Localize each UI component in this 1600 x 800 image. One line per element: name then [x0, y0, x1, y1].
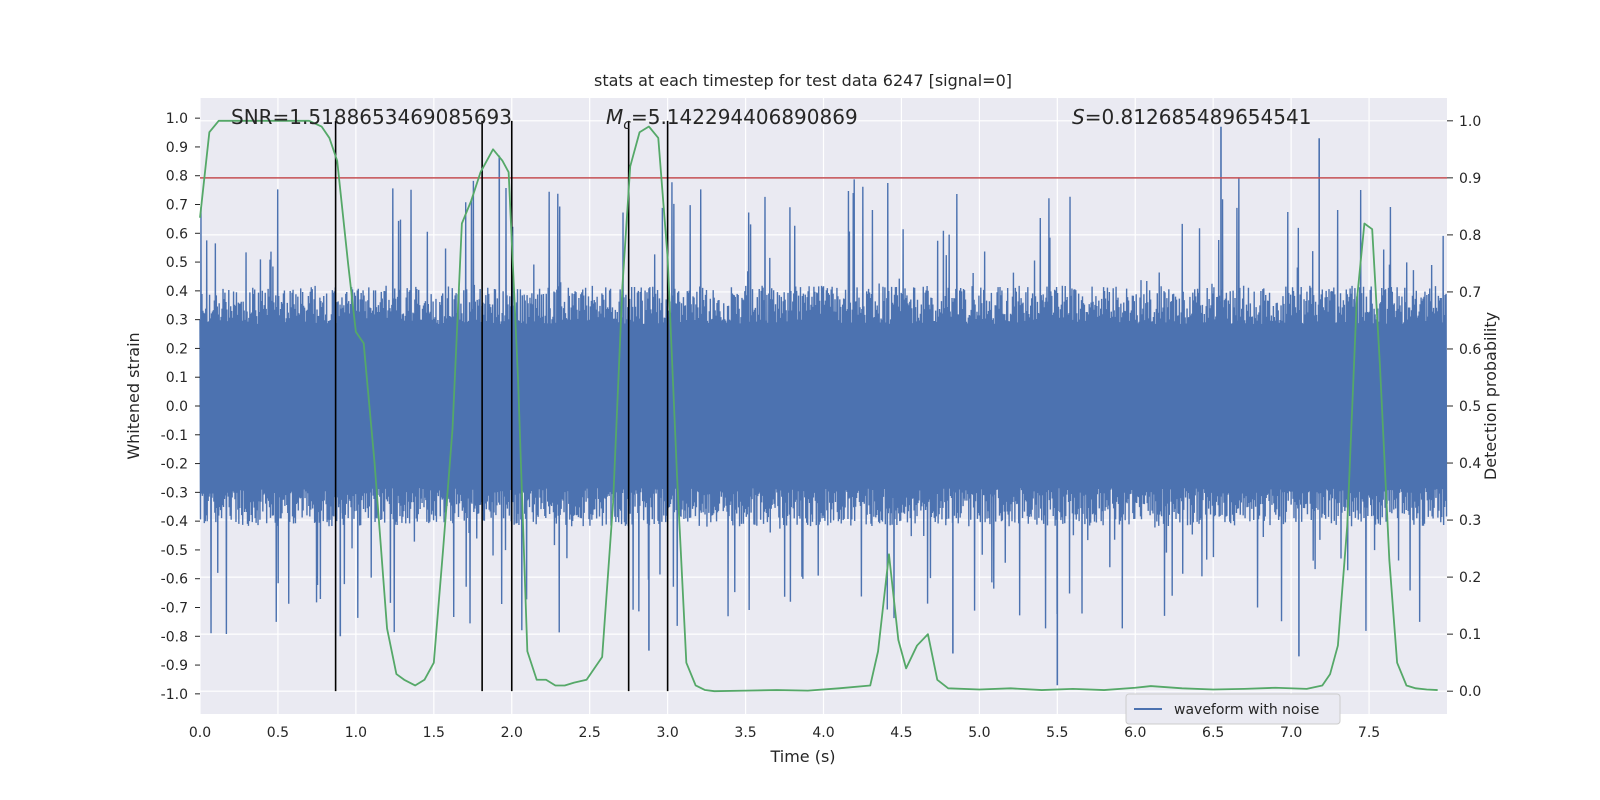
y-tick-label: -0.8	[161, 629, 188, 645]
x-tick-label: 6.0	[1124, 725, 1146, 741]
x-tick-label: 5.5	[1046, 725, 1068, 741]
y-tick-label: 0.5	[166, 255, 188, 271]
mc-subscript: c	[623, 117, 631, 133]
mc-value: =5.142294406890869	[631, 105, 858, 129]
y-tick-label: -0.7	[161, 600, 188, 616]
y2-tick-label: 0.3	[1459, 513, 1481, 529]
legend-box	[1125, 693, 1341, 725]
probability-series	[199, 119, 1438, 693]
y-tick-label: -0.9	[161, 658, 188, 674]
y2-tick-label: 0.9	[1459, 171, 1481, 187]
y-tick-label: 0.3	[166, 313, 188, 329]
waveform-line	[199, 177, 1448, 634]
y-tick-label: -0.2	[161, 457, 188, 473]
x-tick-label: 7.5	[1358, 725, 1380, 741]
legend-label: waveform with noise	[1174, 702, 1319, 718]
snr-annotation: SNR=1.5188653469085693	[231, 105, 512, 129]
chart-title: stats at each timestep for test data 624…	[594, 71, 1012, 90]
y-tick-label: 0.7	[166, 198, 188, 214]
y-axis-right: 1.0 0.9 0.8 0.7 0.6 0.5 0.4 0.3 0.2 0.1 0.0	[1447, 114, 1481, 700]
legend: waveform with noise	[1125, 693, 1341, 725]
y-axis-left: 1.0 0.9 0.8 0.7 0.6 0.5 0.4 0.3 0.2 0.1 0.0 -0.1 -0.…	[161, 111, 200, 703]
x-tick-label: 3.5	[734, 725, 756, 741]
y2-tick-label: 0.8	[1459, 228, 1481, 244]
y2-tick-label: 0.7	[1459, 285, 1481, 301]
y-tick-label: 0.1	[166, 370, 188, 386]
x-tick-label: 2.5	[579, 725, 601, 741]
y2-tick-label: 0.5	[1459, 399, 1481, 415]
y-tick-label: -0.1	[161, 428, 188, 444]
y-axis-label: Whitened strain	[124, 332, 143, 459]
x-tick-label: 2.0	[501, 725, 523, 741]
y2-tick-label: 0.1	[1459, 627, 1481, 643]
y2-tick-label: 1.0	[1459, 114, 1481, 130]
mc-symbol: M	[606, 105, 623, 129]
s-symbol: S	[1072, 105, 1085, 129]
s-annotation: S=0.812685489654541	[1072, 105, 1311, 129]
y-tick-label: 0.2	[166, 341, 188, 357]
y-tick-label: -0.6	[161, 572, 188, 588]
y-tick-label: -0.5	[161, 543, 188, 559]
y-tick-label: 0.8	[166, 169, 188, 185]
x-tick-label: 3.0	[656, 725, 678, 741]
y2-tick-label: 0.4	[1459, 456, 1481, 472]
y2-tick-label: 0.6	[1459, 342, 1481, 358]
y2-axis-label: Detection probability	[1481, 312, 1500, 480]
x-tick-label: 1.0	[345, 725, 367, 741]
y-tick-label: -1.0	[161, 687, 188, 703]
x-tick-label: 0.0	[189, 725, 211, 741]
s-value: =0.812685489654541	[1085, 105, 1312, 129]
y-tick-label: 1.0	[166, 111, 188, 127]
y-tick-label: 0.4	[166, 284, 188, 300]
x-tick-label: 0.5	[267, 725, 289, 741]
y-tick-label: 0.6	[166, 226, 188, 242]
y2-tick-label: 0.0	[1459, 684, 1481, 700]
y-tick-label: 0.0	[166, 399, 188, 415]
y2-tick-label: 0.2	[1459, 570, 1481, 586]
x-tick-label: 5.0	[968, 725, 990, 741]
probability-line	[199, 119, 1438, 693]
x-axis: 0.0 0.5 1.0 1.5 2.0 2.5 3.0 3.5 4.0 4.5 5.0 5.5 6.0 6…	[189, 725, 1380, 741]
x-tick-label: 6.5	[1202, 725, 1224, 741]
x-tick-label: 4.5	[890, 725, 912, 741]
marker-lines	[334, 120, 669, 692]
x-tick-label: 4.0	[812, 725, 834, 741]
x-axis-label: Time (s)	[769, 747, 835, 766]
y-tick-label: 0.9	[166, 140, 188, 156]
x-tick-label: 7.0	[1280, 725, 1302, 741]
x-tick-label: 1.5	[423, 725, 445, 741]
y-tick-label: -0.3	[161, 485, 188, 501]
waveform-series	[199, 126, 1448, 686]
y-tick-label: -0.4	[161, 514, 188, 530]
chirp-mass-annotation: Mc=5.142294406890869	[606, 105, 858, 133]
